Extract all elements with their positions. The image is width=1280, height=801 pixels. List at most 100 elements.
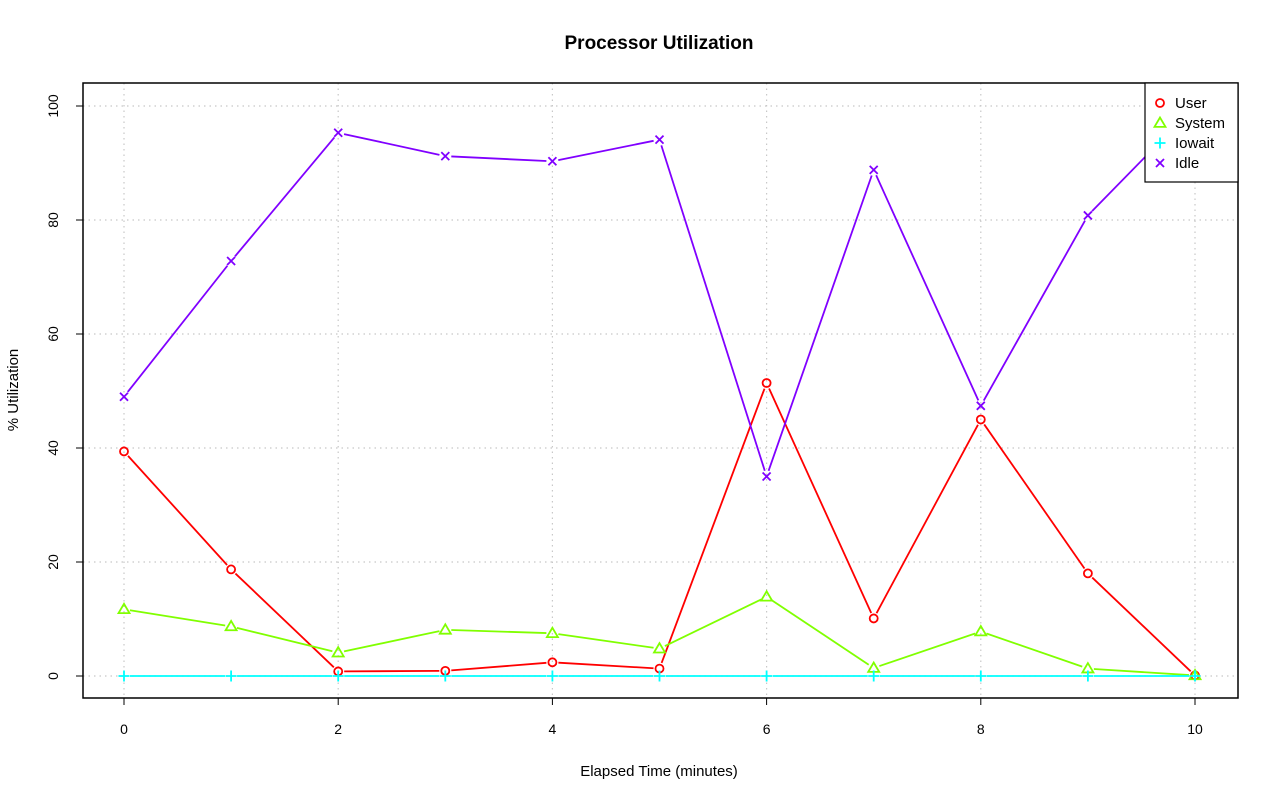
- data-point-iowait: [1189, 670, 1201, 682]
- data-point-idle: [119, 392, 129, 402]
- data-point-user: [119, 446, 129, 457]
- series-line-segment-user: [983, 423, 1086, 569]
- data-point-idle: [226, 256, 236, 266]
- series-iowait: [118, 670, 1201, 682]
- series-line-segment-user: [1091, 576, 1192, 672]
- data-point-iowait: [1082, 670, 1094, 682]
- y-tick-label: 60: [45, 326, 61, 342]
- series-line-segment-system: [343, 630, 440, 653]
- series-line-segment-user: [451, 661, 547, 672]
- data-point-system: [545, 625, 560, 638]
- data-point-system: [973, 624, 988, 637]
- series-line-segment-system: [1093, 668, 1190, 676]
- data-point-system: [224, 619, 239, 632]
- series-line-segment-user: [660, 388, 766, 664]
- series-line-segment-system: [129, 609, 226, 627]
- data-point-idle: [547, 156, 558, 166]
- series-line-segment-system: [236, 626, 333, 653]
- data-point-system: [438, 622, 453, 635]
- series-line-segment-user: [344, 670, 440, 673]
- legend-label-system: System: [1175, 115, 1225, 132]
- data-point-system: [116, 602, 132, 615]
- series-line-segment-user: [558, 661, 654, 670]
- data-point-user: [761, 378, 772, 388]
- series-line-segment-system: [879, 632, 976, 667]
- y-axis-label: % Utilization: [5, 349, 22, 432]
- x-tick-label: 2: [334, 721, 342, 737]
- series-line-segment-idle: [558, 139, 654, 161]
- series-line-segment-idle: [660, 145, 766, 472]
- data-point-user: [547, 657, 558, 668]
- legend-marker-user: [1155, 98, 1165, 108]
- series-line-segment-system: [986, 632, 1083, 668]
- series-line-segment-user: [875, 424, 979, 614]
- data-point-idle: [654, 134, 665, 145]
- series-line-segment-user: [127, 455, 228, 566]
- legend: User System Iowait Idle: [1144, 82, 1239, 183]
- chart-title: Processor Utilization: [565, 33, 754, 54]
- x-tick-label: 8: [977, 721, 985, 737]
- series-line-segment-system: [558, 633, 654, 649]
- x-tick-label: 10: [1187, 721, 1203, 737]
- x-tick-label: 4: [549, 721, 557, 737]
- y-axis: 0 20 40 60 80 100: [45, 94, 84, 680]
- data-point-user: [975, 414, 986, 425]
- y-tick-label: 0: [45, 672, 61, 680]
- series-line-segment-system: [451, 629, 547, 634]
- x-axis: 0 2 4 6 8 10: [120, 697, 1203, 737]
- series-line-segment-idle: [343, 133, 440, 156]
- y-tick-label: 80: [45, 212, 61, 228]
- series-layer: [116, 101, 1203, 682]
- legend-label-idle: Idle: [1175, 155, 1199, 172]
- plot-frame: [82, 82, 1239, 699]
- legend-label-user: User: [1175, 95, 1207, 112]
- data-point-iowait: [868, 670, 880, 682]
- series-idle: [119, 101, 1200, 482]
- data-point-idle: [976, 401, 986, 411]
- series-line-segment-idle: [982, 220, 1086, 402]
- series-line-segment-idle: [234, 136, 336, 258]
- data-point-iowait: [975, 670, 987, 682]
- x-tick-label: 0: [120, 721, 128, 737]
- data-point-idle: [440, 151, 450, 161]
- data-point-iowait: [439, 670, 451, 682]
- data-point-idle: [761, 471, 772, 482]
- data-point-idle: [869, 165, 879, 175]
- series-line-segment-user: [234, 572, 335, 668]
- y-tick-label: 100: [45, 94, 61, 118]
- series-line-segment-user: [768, 388, 873, 614]
- data-point-iowait: [332, 670, 344, 682]
- x-axis-label: Elapsed Time (minutes): [580, 763, 738, 780]
- data-point-iowait: [761, 670, 773, 682]
- series-line-segment-idle: [875, 174, 980, 401]
- series-system: [116, 589, 1203, 681]
- series-line-segment-system: [771, 599, 870, 666]
- data-point-idle: [333, 128, 343, 138]
- data-point-iowait: [225, 670, 237, 682]
- legend-label-iowait: Iowait: [1175, 135, 1215, 152]
- series-line-segment-idle: [767, 175, 873, 472]
- y-tick-label: 40: [45, 440, 61, 456]
- data-point-user: [1083, 568, 1093, 579]
- data-point-system: [331, 645, 346, 658]
- series-line-segment-idle: [451, 155, 547, 162]
- legend-marker-system: [1152, 115, 1168, 128]
- data-point-iowait: [546, 670, 558, 682]
- data-point-user: [868, 613, 879, 624]
- series-line-segment-system: [664, 598, 762, 647]
- data-point-idle: [1083, 210, 1093, 221]
- data-point-iowait: [118, 670, 130, 682]
- data-point-system: [759, 589, 774, 602]
- data-point-iowait: [654, 670, 665, 682]
- x-tick-label: 6: [763, 721, 771, 737]
- legend-marker-iowait: [1154, 137, 1166, 149]
- data-point-system: [652, 641, 667, 654]
- y-tick-label: 20: [45, 554, 61, 570]
- legend-marker-idle: [1155, 158, 1165, 168]
- grid-lines: [83, 83, 1238, 698]
- series-user: [119, 378, 1200, 681]
- data-point-system: [866, 660, 881, 673]
- series-line-segment-idle: [127, 265, 229, 393]
- data-point-user: [226, 564, 237, 575]
